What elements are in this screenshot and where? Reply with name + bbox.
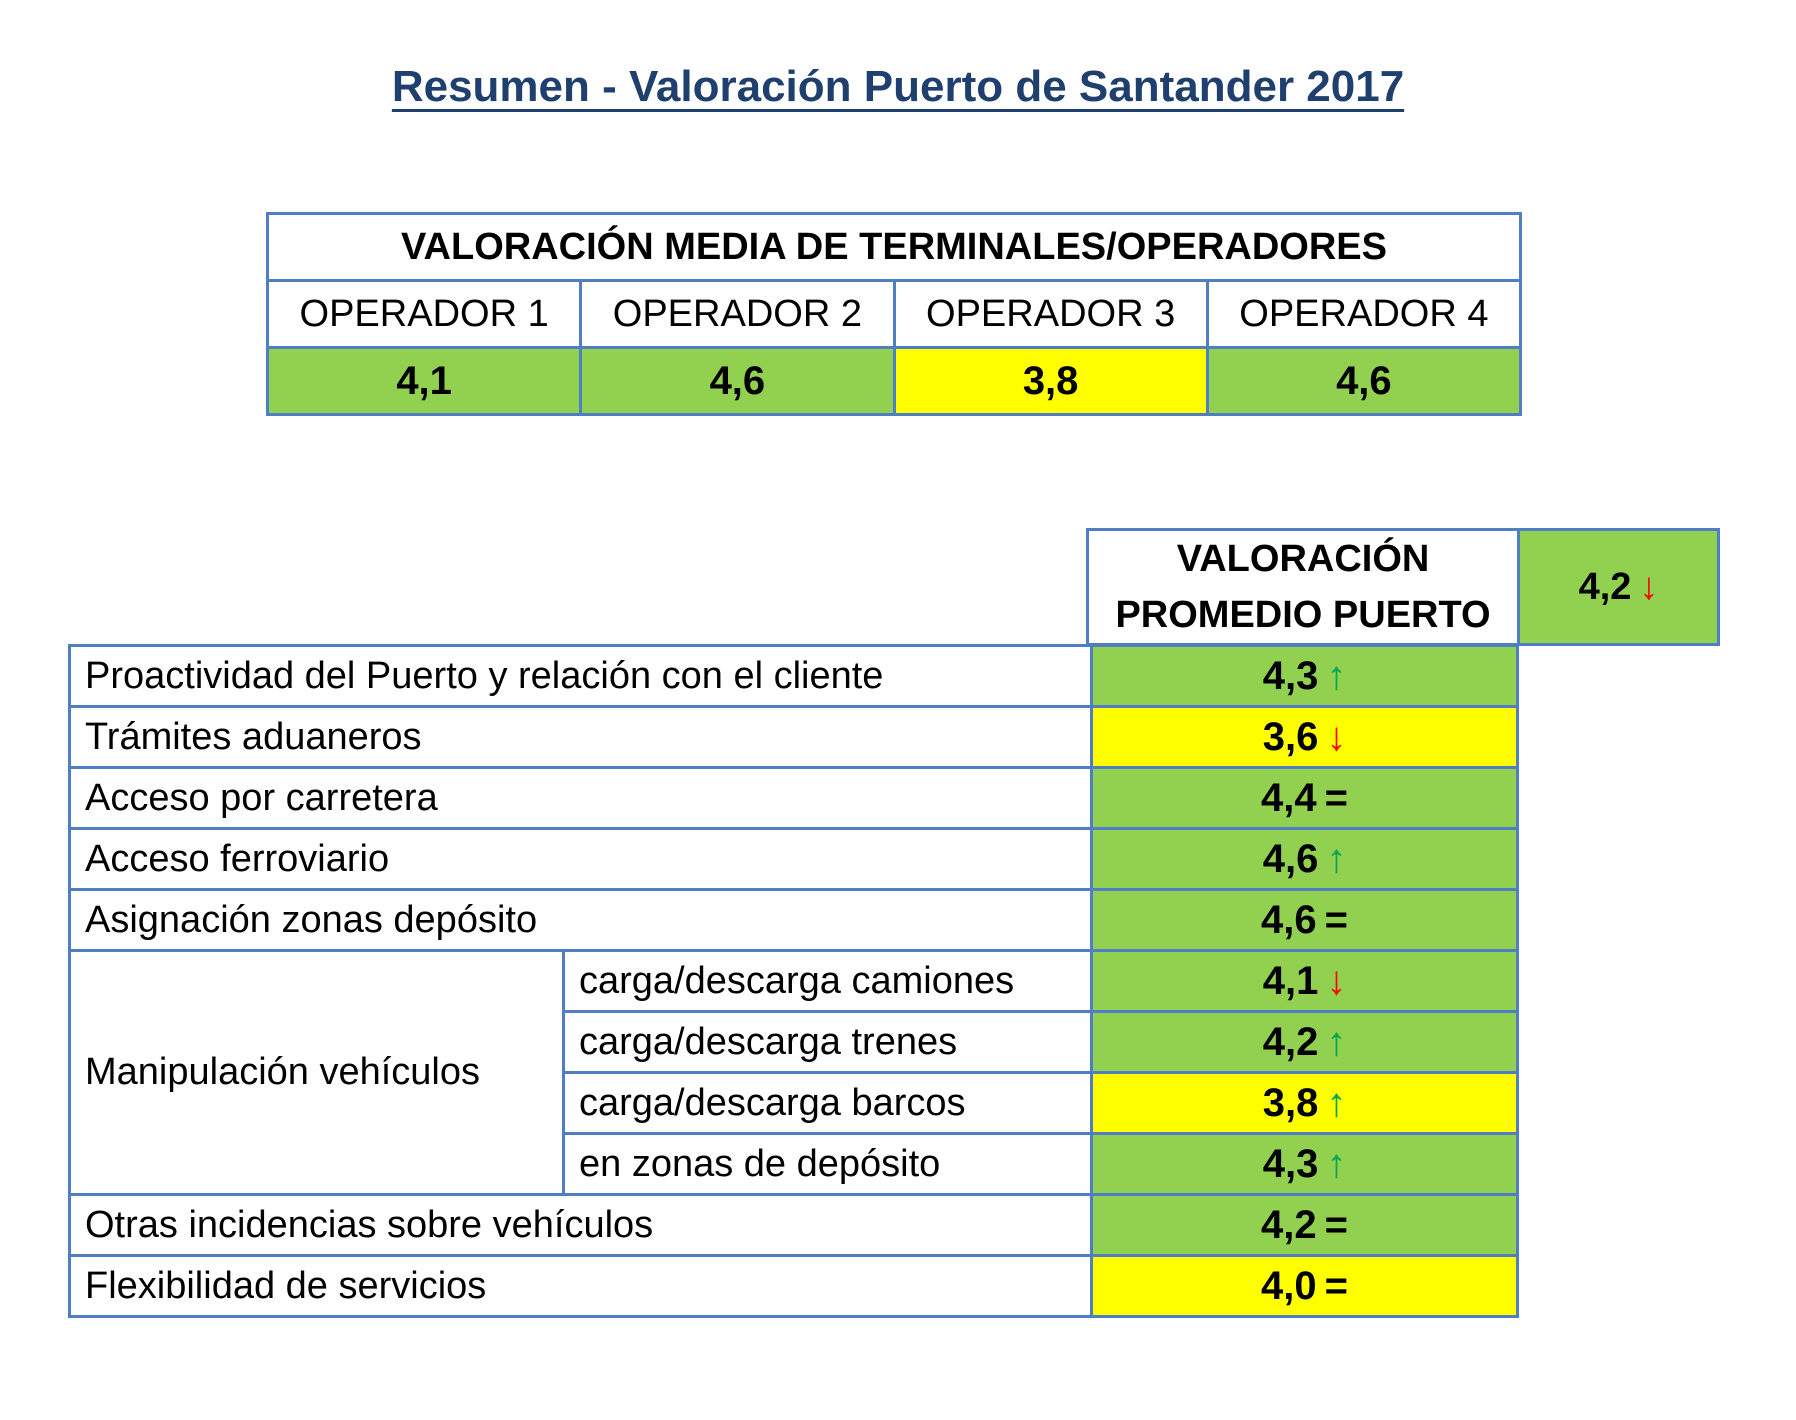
table-row: en zonas de depósito 4,3 ↑ — [70, 1132, 1520, 1196]
rating-value-cell: 4,4 = — [1090, 766, 1520, 830]
promedio-header: VALORACIÓN PROMEDIO PUERTO — [1085, 528, 1521, 646]
rating-value-cell: 3,8 ↑ — [1090, 1071, 1520, 1135]
trend-equal-icon: = — [1324, 1202, 1348, 1247]
promedio-header-table: VALORACIÓN PROMEDIO PUERTO 4,2 ↓ — [1085, 528, 1720, 646]
table-row: carga/descarga barcos 3,8 ↑ — [70, 1071, 1520, 1135]
operators-table: VALORACIÓN MEDIA DE TERMINALES/OPERADORE… — [265, 212, 1523, 416]
table-row: Otras incidencias sobre vehículos 4,2 = — [67, 1193, 1520, 1257]
operator-name: OPERADOR 3 — [892, 279, 1209, 349]
table-row: Acceso por carretera 4,4 = — [67, 766, 1520, 830]
rating-value-cell: 4,3 ↑ — [1090, 1132, 1520, 1196]
rating-value: 4,2 — [1262, 1019, 1319, 1064]
trend-down-icon: ↓ — [1326, 958, 1347, 1003]
rating-value-cell: 4,6 ↑ — [1090, 827, 1520, 891]
operator-value: 4,1 — [265, 346, 583, 416]
trend-up-icon: ↑ — [1326, 1141, 1347, 1186]
group-label: Manipulación vehículos — [68, 949, 565, 1196]
table-row: Manipulación vehículos carga/descarga cam… — [68, 949, 1520, 1196]
operator-name: OPERADOR 2 — [579, 279, 896, 349]
promedio-total: 4,2 ↓ — [1517, 528, 1720, 646]
rating-value: 4,6 — [1261, 897, 1317, 942]
promedio-total-value: 4,2 — [1578, 566, 1632, 608]
row-label: Asignación zonas depósito — [67, 888, 1094, 952]
subrow-label: carga/descarga trenes — [561, 1010, 1094, 1074]
rating-value-cell: 4,0 = — [1090, 1254, 1520, 1318]
rating-value: 4,3 — [1262, 653, 1319, 698]
subrow-label: carga/descarga camiones — [561, 949, 1094, 1013]
row-label: Flexibilidad de servicios — [67, 1254, 1094, 1318]
operator-name: OPERADOR 1 — [265, 279, 583, 349]
row-label: Proactividad del Puerto y relación con e… — [67, 644, 1094, 708]
trend-up-icon: ↑ — [1326, 1019, 1347, 1064]
rating-value: 3,8 — [1262, 1080, 1319, 1125]
row-label: Acceso ferroviario — [67, 827, 1094, 891]
trend-equal-icon: = — [1324, 775, 1348, 820]
trend-equal-icon: = — [1324, 897, 1348, 942]
row-label: Trámites aduaneros — [67, 705, 1094, 769]
rating-value: 4,0 — [1261, 1263, 1317, 1308]
trend-down-icon: ↓ — [1639, 566, 1659, 608]
rating-value: 3,6 — [1262, 714, 1319, 759]
ratings-table: Proactividad del Puerto y relación con e… — [67, 644, 1520, 1318]
page-title: Resumen - Valoración Puerto de Santander… — [391, 62, 1405, 111]
trend-up-icon: ↑ — [1326, 1080, 1347, 1125]
operator-name: OPERADOR 4 — [1205, 279, 1523, 349]
rating-value-cell: 3,6 ↓ — [1090, 705, 1520, 769]
subrow-label: carga/descarga barcos — [561, 1071, 1094, 1135]
row-label: Acceso por carretera — [67, 766, 1094, 830]
trend-down-icon: ↓ — [1326, 714, 1347, 759]
table-row: Acceso ferroviario 4,6 ↑ — [67, 827, 1520, 891]
rating-value-cell: 4,2 ↑ — [1090, 1010, 1520, 1074]
operator-value: 4,6 — [579, 346, 896, 416]
rating-value: 4,3 — [1262, 1141, 1319, 1186]
subrow-label: en zonas de depósito — [561, 1132, 1094, 1196]
operator-value: 4,6 — [1205, 346, 1523, 416]
table-row: Trámites aduaneros 3,6 ↓ — [67, 705, 1520, 769]
row-label: Otras incidencias sobre vehículos — [67, 1193, 1094, 1257]
rating-value-cell: 4,6 = — [1090, 888, 1520, 952]
trend-up-icon: ↑ — [1326, 836, 1347, 881]
table-row: Flexibilidad de servicios 4,0 = — [67, 1254, 1520, 1318]
rating-value: 4,1 — [1262, 958, 1319, 1003]
table-row: carga/descarga trenes 4,2 ↑ — [70, 1010, 1520, 1074]
rating-value-cell: 4,2 = — [1090, 1193, 1520, 1257]
rating-value-cell: 4,3 ↑ — [1090, 644, 1520, 708]
trend-equal-icon: = — [1324, 1263, 1348, 1308]
trend-up-icon: ↑ — [1326, 653, 1347, 698]
rating-value-cell: 4,1 ↓ — [1090, 949, 1520, 1013]
operators-header: VALORACIÓN MEDIA DE TERMINALES/OPERADORE… — [266, 212, 1522, 282]
rating-value: 4,4 — [1261, 775, 1317, 820]
rating-value: 4,2 — [1261, 1202, 1317, 1247]
rating-value: 4,6 — [1262, 836, 1319, 881]
table-row: Asignación zonas depósito 4,6 = — [67, 888, 1520, 952]
operator-value: 3,8 — [892, 346, 1209, 416]
table-row: Proactividad del Puerto y relación con e… — [67, 644, 1520, 708]
